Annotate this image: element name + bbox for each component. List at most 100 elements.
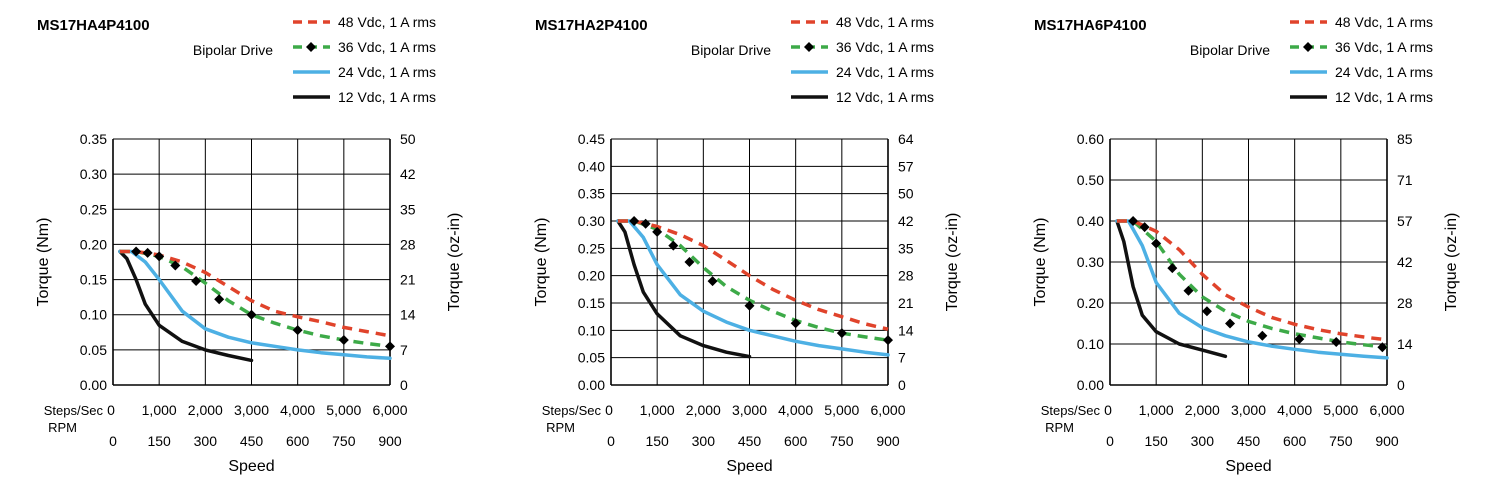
series-marker-36v [790,318,801,329]
drive-label: Bipolar Drive [1190,42,1270,58]
steps-tick-label: 1,000 [640,402,675,418]
steps-axis-label: Steps/Sec [44,403,104,418]
y-tick-label: 0.40 [578,158,605,174]
steps-axis-label: Steps/Sec [542,403,602,418]
chart-title: MS17HA4P4100 [37,17,150,34]
y-tick-label: 0.15 [80,272,107,288]
y-tick-label: 0.10 [1077,336,1104,352]
series-marker-36v [652,226,663,237]
y-tick-label: 0.25 [578,240,605,256]
y-tick-label: 0.30 [1077,254,1104,270]
rpm-tick-label: 450 [1237,433,1261,449]
series-line-24v [118,249,392,361]
y-right-axis-title: Torque (oz-in) [446,213,463,312]
rpm-tick-label: 900 [378,433,402,449]
rpm-tick-label: 0 [109,433,117,449]
steps-tick-label: 2,000 [188,402,223,418]
series-line-36v [119,249,391,349]
y-right-axis-title: Torque (oz-in) [1443,213,1460,312]
series-line-12v [616,219,752,359]
y-axis-title: Torque (Nm) [35,218,52,307]
legend-label: 24 Vdc, 1 A rms [338,64,436,80]
y-tick-label: 0.45 [578,131,605,147]
y-tick-label: 0.20 [1077,295,1104,311]
legend-item: 12 Vdc, 1 A rms [293,89,436,105]
drive-label: Bipolar Drive [691,42,771,58]
legend-marker [1303,42,1313,52]
series-line-12v [118,249,254,363]
y-tick-label: 0.10 [80,307,107,323]
legend-label: 48 Vdc, 1 A rms [1335,14,1433,30]
legend-label: 12 Vdc, 1 A rms [1335,89,1433,105]
legend-label: 36 Vdc, 1 A rms [1335,39,1433,55]
y-right-tick-label: 57 [1397,213,1413,229]
legend-label: 48 Vdc, 1 A rms [836,14,934,30]
legend-item: 48 Vdc, 1 A rms [1290,14,1433,30]
rpm-tick-label: 750 [1329,433,1353,449]
series-line-24v [1115,219,1389,360]
rpm-tick-label: 750 [830,433,854,449]
series-marker-36v [668,240,679,251]
series-marker-36v [1201,306,1212,317]
y-right-tick-label: 7 [898,350,906,366]
steps-tick-label: 3,000 [732,402,767,418]
y-right-tick-label: 50 [400,131,416,147]
legend-label: 12 Vdc, 1 A rms [836,89,934,105]
series-marker-36v [629,216,640,226]
series-marker-36v [836,328,847,339]
series-marker-36v [744,300,755,311]
series-marker-36v [191,275,202,286]
rpm-tick-label: 600 [286,433,310,449]
y-tick-label: 0.10 [578,322,605,338]
y-right-tick-label: 85 [1397,131,1413,147]
y-right-tick-label: 14 [1397,336,1413,352]
series-marker-36v [170,260,181,271]
series-line-36v [1116,219,1388,350]
y-right-tick-label: 28 [1397,295,1413,311]
y-tick-label: 0.05 [80,342,107,358]
series-marker-36v [640,218,651,229]
steps-tick-label: 6,000 [870,402,905,418]
y-tick-label: 0.20 [578,268,605,284]
y-tick-label: 0.15 [578,295,605,311]
series-marker-36v [214,294,225,305]
rpm-tick-label: 0 [1106,433,1114,449]
series-line-36v [617,219,889,342]
legend-item: 24 Vdc, 1 A rms [293,64,436,80]
rpm-tick-label: 450 [738,433,762,449]
series-marker-36v [385,341,395,352]
legend-label: 24 Vdc, 1 A rms [1335,64,1433,80]
y-right-tick-label: 28 [400,236,416,252]
chart-panel-2: MS17HA2P4100 Bipolar Drive 48 Vdc, 1 A rms… [533,14,961,475]
y-tick-label: 0.35 [80,131,107,147]
rpm-tick-label: 450 [240,433,264,449]
series-marker-36v [338,335,349,346]
series-marker-36v [1225,318,1236,329]
legend-item: 12 Vdc, 1 A rms [1290,89,1433,105]
rpm-tick-label: 150 [1144,433,1168,449]
series-marker-36v [707,276,718,287]
steps-tick-label: 6,000 [372,402,407,418]
y-right-tick-label: 14 [898,322,914,338]
legend-label: 36 Vdc, 1 A rms [836,39,934,55]
legend-item: 24 Vdc, 1 A rms [791,64,934,80]
rpm-tick-label: 150 [147,433,171,449]
series-line-48v [1116,219,1388,342]
y-tick-label: 0.30 [80,166,107,182]
rpm-tick-label: 150 [645,433,669,449]
y-right-tick-label: 42 [898,213,914,229]
steps-tick-label: 0 [107,402,115,418]
rpm-tick-label: 0 [607,433,615,449]
y-right-tick-label: 28 [898,268,914,284]
chart-panel-3: MS17HA6P4100 Bipolar Drive 48 Vdc, 1 A rms… [1032,14,1460,475]
y-tick-label: 0.20 [80,236,107,252]
y-tick-label: 0.50 [1077,172,1104,188]
legend-item: 24 Vdc, 1 A rms [1290,64,1433,80]
y-tick-label: 0.25 [80,201,107,217]
series-marker-36v [1128,216,1139,226]
steps-tick-label: 5,000 [326,402,361,418]
rpm-tick-label: 300 [194,433,218,449]
steps-tick-label: 4,000 [1277,402,1312,418]
y-right-tick-label: 42 [1397,254,1413,270]
